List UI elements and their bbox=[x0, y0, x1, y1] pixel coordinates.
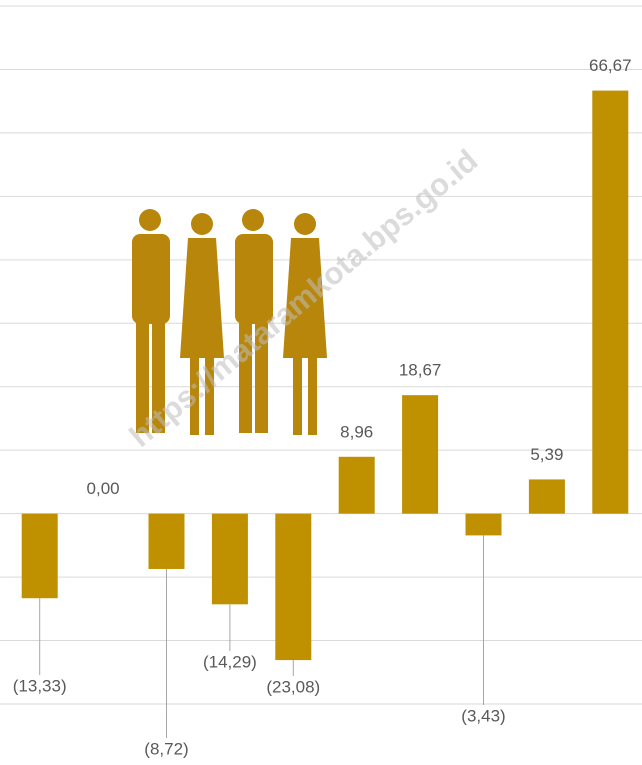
bar bbox=[275, 514, 311, 660]
bar bbox=[22, 514, 58, 599]
value-label: 18,67 bbox=[399, 361, 442, 380]
bar bbox=[149, 514, 185, 569]
value-label: 0,00 bbox=[87, 479, 120, 498]
value-label: 66,67 bbox=[589, 56, 632, 75]
chart: (13,33) 0,00 (8,72) (14,29) (23,08) 8,96 18,67… bbox=[0, 0, 642, 765]
value-label: 8,96 bbox=[340, 422, 373, 441]
value-label: (13,33) bbox=[13, 676, 67, 695]
bar bbox=[466, 514, 502, 536]
bar bbox=[529, 479, 565, 513]
value-label: (23,08) bbox=[266, 677, 320, 696]
bar bbox=[592, 91, 628, 514]
value-label: (8,72) bbox=[144, 739, 188, 758]
bars: (13,33) 0,00 (8,72) (14,29) (23,08) 8,96 18,67… bbox=[13, 56, 632, 758]
bar bbox=[339, 457, 375, 514]
value-label: (3,43) bbox=[461, 706, 505, 725]
value-label: (14,29) bbox=[203, 652, 257, 671]
bar bbox=[402, 395, 438, 513]
bar bbox=[212, 514, 248, 605]
value-label: 5,39 bbox=[530, 445, 563, 464]
